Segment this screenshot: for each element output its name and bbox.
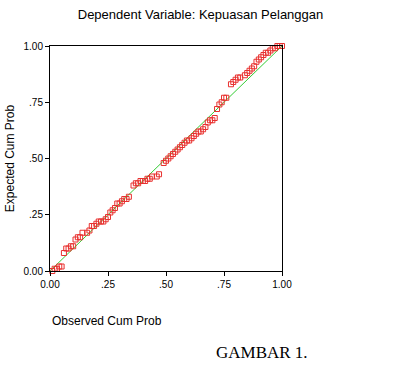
svg-text:Expected Cum Prob: Expected Cum Prob — [3, 104, 17, 212]
svg-text:1.00: 1.00 — [272, 279, 292, 290]
svg-text:.25: .25 — [101, 279, 115, 290]
svg-text:GAMBAR 1.: GAMBAR 1. — [216, 343, 308, 362]
svg-text:1.00: 1.00 — [24, 41, 44, 52]
svg-text:Dependent Variable: Kepuasan P: Dependent Variable: Kepuasan Pelanggan — [78, 7, 324, 22]
svg-text:.50: .50 — [29, 153, 43, 164]
svg-text:0.00: 0.00 — [40, 279, 60, 290]
svg-text:.25: .25 — [29, 209, 43, 220]
svg-text:.75: .75 — [29, 97, 43, 108]
svg-text:0.00: 0.00 — [24, 266, 44, 277]
svg-text:.75: .75 — [217, 279, 231, 290]
svg-text:Observed Cum Prob: Observed Cum Prob — [52, 314, 162, 328]
svg-text:.50: .50 — [159, 279, 173, 290]
